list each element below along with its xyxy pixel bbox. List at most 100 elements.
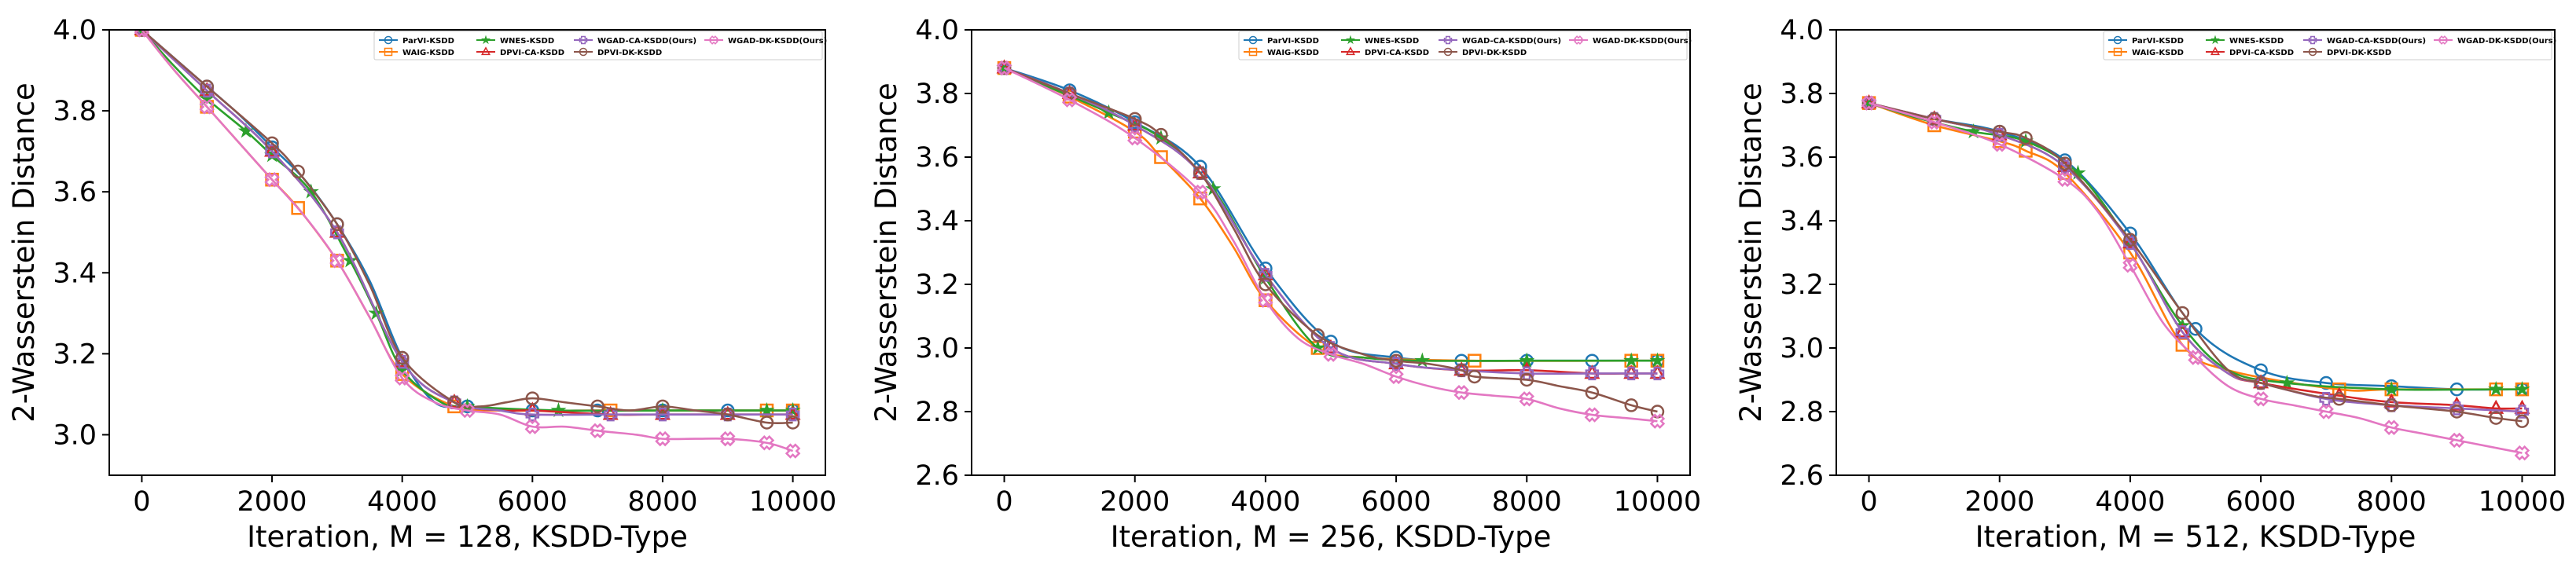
line-wgad-dk-ksdd-ours	[1003, 67, 1658, 423]
point-wgad-dk-ksdd-ours	[1519, 391, 1534, 407]
legend-marker-wgad-dk-ksdd-ours	[1574, 35, 1583, 45]
x-tick-label: 2000	[1964, 486, 2034, 518]
point-dpvi-dk-ksdd	[2332, 392, 2346, 406]
point-dpvi-dk-ksdd	[997, 60, 1012, 75]
legend-label: WNES-KSDD	[1365, 37, 1419, 46]
series-wnes-ksdd	[1861, 94, 2530, 397]
point-dpvi-dk-ksdd	[2058, 156, 2072, 170]
legend-marker	[1248, 35, 1258, 45]
point-dpvi-dk-ksdd	[1520, 372, 1534, 387]
legend-marker-waig-ksdd	[2113, 47, 2122, 57]
point-wgad-dk-ksdd-ours	[655, 430, 671, 447]
point-wgad-dk-ksdd-ours	[1584, 407, 1600, 423]
legend-marker-dpvi-ca-ksdd	[481, 46, 491, 56]
plot-area	[996, 59, 1666, 429]
legend-label: DPVI-DK-KSDD	[2327, 49, 2391, 57]
point-parvi-ksdd	[2319, 375, 2333, 390]
y-tick-label: 3.8	[1780, 79, 1824, 110]
legend-entry-wgad-ca-ksdd-ours: WGAD-CA-KSDD(Ours)	[574, 35, 696, 46]
legend-marker	[1248, 47, 1258, 57]
point-dpvi-dk-ksdd	[395, 350, 410, 365]
legend-marker	[481, 46, 491, 56]
point-wgad-ca-ksdd-ours	[2175, 325, 2190, 339]
point-wgad-dk-ksdd-ours	[2253, 391, 2269, 407]
legend-entry-wgad-ca-ksdd-ours: WGAD-CA-KSDD(Ours)	[2303, 35, 2426, 46]
legend-marker-wgad-ca-ksdd-ours	[2308, 35, 2317, 45]
point-wnes-ksdd	[342, 252, 358, 268]
legend-marker-wgad-ca-ksdd-ours	[579, 35, 588, 45]
x-tick-label: 8000	[1492, 486, 1562, 518]
point-dpvi-dk-ksdd	[1310, 328, 1325, 342]
y-tick-label: 3.4	[53, 258, 97, 289]
y-axis-label: 2-Wasserstein Distance	[7, 82, 41, 423]
point-wgad-dk-ksdd-ours	[2318, 404, 2334, 419]
point-wgad-dk-ksdd-ours	[1258, 292, 1273, 308]
y-tick-label: 3.0	[53, 419, 97, 451]
point-dpvi-dk-ksdd	[1454, 363, 1468, 378]
legend-marker	[579, 35, 588, 45]
x-tick-label: 10000	[2479, 486, 2566, 518]
y-tick-label: 2.6	[1780, 460, 1824, 492]
series-wgad-ca-ksdd-ours	[997, 60, 1665, 381]
x-axis-label: Iteration, M = 256, KSDD-Type	[1111, 520, 1552, 554]
point-dpvi-dk-ksdd	[134, 30, 149, 37]
point-dpvi-dk-ksdd	[330, 217, 344, 232]
series-parvi-ksdd	[1861, 96, 2530, 397]
y-tick-label: 3.4	[1780, 206, 1824, 237]
legend-marker	[1443, 35, 1453, 45]
x-tick-label: 4000	[367, 486, 437, 518]
point-wnes-ksdd	[1623, 352, 1640, 368]
x-tick-label: 4000	[2095, 486, 2165, 518]
legend-entry-wnes-ksdd: WNES-KSDD	[476, 35, 554, 46]
point-dpvi-dk-ksdd	[1127, 112, 1142, 126]
legend-marker-parvi-ksdd	[2113, 35, 2122, 45]
x-tick-label: 6000	[2226, 486, 2296, 518]
point-dpvi-dk-ksdd	[1585, 385, 1600, 400]
series-wnes-ksdd	[137, 30, 801, 418]
point-wgad-dk-ksdd-ours	[1061, 92, 1078, 108]
legend-marker-wgad-ca-ksdd-ours	[1443, 35, 1453, 45]
y-tick-label: 3.2	[53, 339, 97, 370]
y-tick-label: 3.2	[915, 269, 959, 301]
legend-marker	[2308, 47, 2317, 57]
point-waig-ksdd	[330, 254, 344, 268]
point-dpvi-dk-ksdd	[721, 407, 735, 422]
point-dpvi-ca-ksdd	[1649, 364, 1666, 379]
series-dpvi-ca-ksdd	[134, 30, 801, 420]
plot-frame	[1836, 29, 2556, 476]
legend-marker	[1443, 47, 1453, 57]
point-waig-ksdd	[1154, 150, 1168, 164]
point-wgad-dk-ksdd-ours	[1649, 413, 1666, 429]
point-wgad-ca-ksdd-ours	[1624, 366, 1638, 381]
point-dpvi-ca-ksdd	[785, 405, 801, 420]
point-dpvi-dk-ksdd	[2175, 306, 2190, 320]
point-waig-ksdd	[1259, 293, 1273, 307]
y-tick-label: 3.2	[1780, 269, 1824, 301]
point-wgad-ca-ksdd-ours	[1259, 268, 1273, 282]
point-dpvi-dk-ksdd	[2489, 411, 2503, 425]
point-wgad-dk-ksdd-ours	[1453, 384, 1469, 401]
legend-marker	[2210, 35, 2221, 45]
series-wgad-dk-ksdd-ours	[996, 60, 1666, 429]
point-wgad-dk-ksdd-ours	[2188, 350, 2203, 365]
x-tick-label: 0	[1860, 486, 1877, 518]
chart-1: 0 2000 4000 6000 8000 10000 3.0 3.2 3.4 3.6 3.8 4.0…	[7, 15, 836, 554]
x-axis-label: Iteration, M = 512, KSDD-Type	[1975, 520, 2416, 554]
legend-entry-dpvi-ca-ksdd: DPVI-CA-KSDD	[2206, 46, 2294, 57]
legend-label: DPVI-CA-KSDD	[1365, 49, 1429, 57]
point-wnes-ksdd	[2488, 380, 2504, 397]
point-wnes-ksdd	[1649, 352, 1666, 368]
point-dpvi-dk-ksdd	[291, 164, 305, 179]
point-dpvi-ca-ksdd	[264, 142, 281, 157]
point-wgad-ca-ksdd-ours	[1650, 366, 1665, 381]
legend-entry-wgad-dk-ksdd-ours: WGAD-DK-KSDD(Ours)	[1569, 35, 1692, 46]
point-dpvi-dk-ksdd	[2019, 130, 2033, 145]
point-wgad-dk-ksdd-ours	[524, 419, 541, 434]
point-wgad-dk-ksdd-ours	[134, 30, 150, 38]
point-wgad-dk-ksdd-ours	[1861, 95, 1877, 111]
point-dpvi-dk-ksdd	[2515, 414, 2530, 428]
x-tick-label: 10000	[1614, 486, 1701, 518]
y-tick-label: 3.6	[53, 177, 97, 208]
line-wgad-dk-ksdd-ours	[1869, 101, 2523, 454]
